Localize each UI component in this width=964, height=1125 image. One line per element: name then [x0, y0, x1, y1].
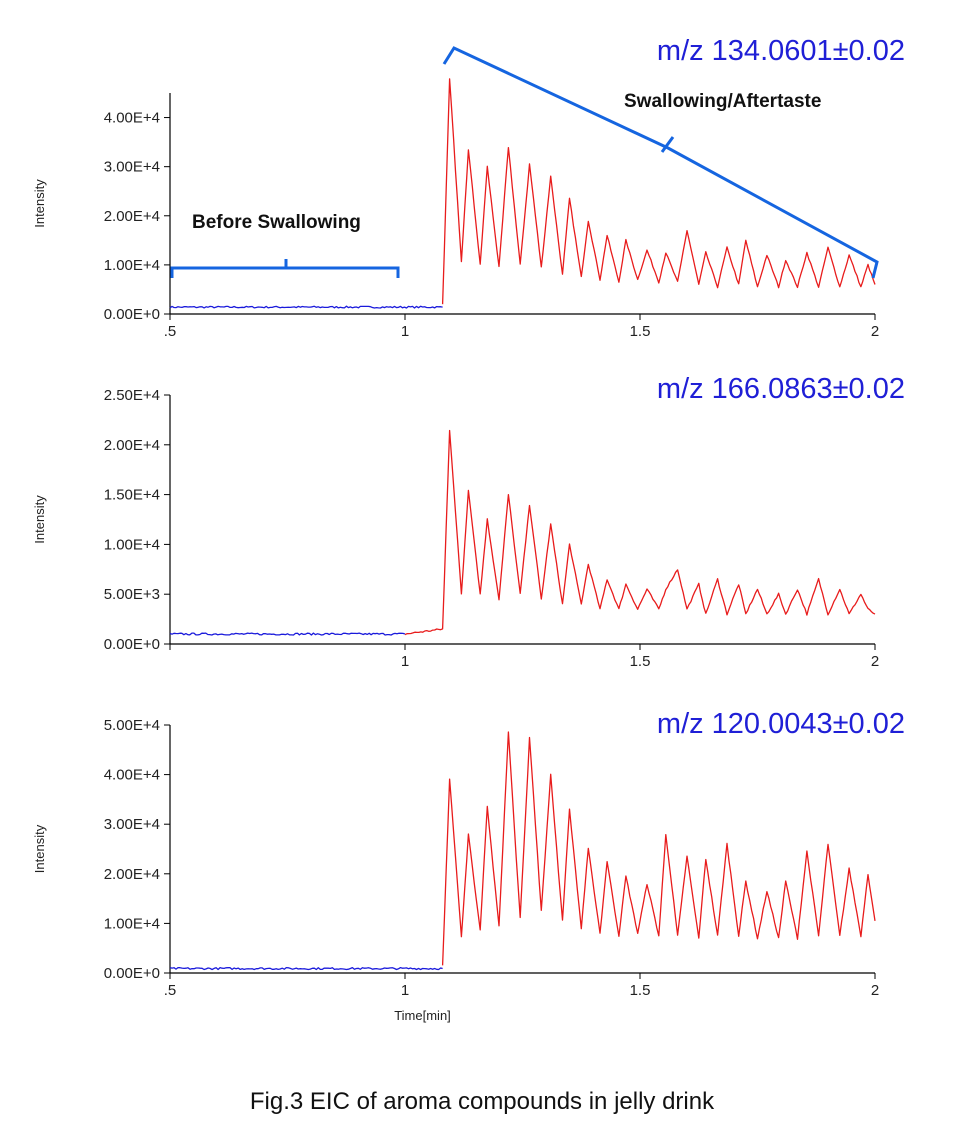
after-swallowing-trace [441, 731, 876, 966]
y-axis-label: Intensity [32, 179, 47, 228]
x-tick-label: 1.5 [630, 653, 651, 670]
x-tick-label: .5 [164, 323, 177, 340]
chart-title: m/z 134.0601±0.02 [657, 35, 905, 67]
after-swallowing-trace [441, 78, 876, 305]
chart-title: m/z 120.0043±0.02 [657, 708, 905, 740]
x-tick-label: 2 [871, 982, 879, 999]
y-tick-label: 2.50E+4 [104, 387, 160, 404]
x-tick-label: 1.5 [630, 982, 651, 999]
y-tick-label: 0.00E+0 [104, 306, 160, 323]
y-tick-label: 0.00E+0 [104, 636, 160, 653]
y-tick-label: 4.00E+4 [104, 110, 160, 127]
x-axis-label: Time[min] [394, 1008, 451, 1023]
before-swallowing-label: Before Swallowing [192, 212, 361, 233]
y-tick-label: 0.00E+0 [104, 965, 160, 982]
before-swallowing-trace [169, 966, 443, 971]
y-tick-label: 5.00E+4 [104, 717, 160, 734]
before-swallowing-bracket [170, 259, 400, 278]
y-tick-label: 2.00E+4 [104, 866, 160, 883]
y-tick-label: 2.00E+4 [104, 437, 160, 454]
before-swallowing-trace [169, 305, 443, 309]
x-tick-label: 2 [871, 323, 879, 340]
figure-caption: Fig.3 EIC of aroma compounds in jelly dr… [250, 1088, 715, 1115]
y-tick-label: 4.00E+4 [104, 767, 160, 784]
y-tick-label: 1.00E+4 [104, 536, 160, 553]
x-tick-label: 1 [401, 982, 409, 999]
x-tick-label: .5 [164, 982, 177, 999]
swallowing-aftertaste-label: Swallowing/Aftertaste [624, 91, 821, 112]
y-tick-label: 1.00E+4 [104, 257, 160, 274]
chart-title: m/z 166.0863±0.02 [657, 373, 905, 405]
x-tick-label: 1 [401, 653, 409, 670]
y-tick-label: 2.00E+4 [104, 208, 160, 225]
y-tick-label: 5.00E+3 [104, 586, 160, 603]
y-tick-label: 3.00E+4 [104, 816, 160, 833]
swallowing-aftertaste-bracket [442, 46, 879, 279]
y-tick-label: 3.00E+4 [104, 159, 160, 176]
y-axis-label: Intensity [32, 824, 47, 873]
chart-mz-120: 0.00E+0 1.00E+4 2.00E+4 3.00E+4 4.00E+4 5.00E… [32, 708, 905, 1023]
before-swallowing-trace [169, 632, 406, 636]
y-tick-label: 1.50E+4 [104, 487, 160, 504]
y-tick-label: 1.00E+4 [104, 915, 160, 932]
chart-mz-166: 0.00E+0 5.00E+3 1.00E+4 1.50E+4 2.00E+4 2.50E… [32, 373, 905, 670]
after-swallowing-trace [404, 429, 876, 636]
chart-mz-134: 0.00E+0 1.00E+4 2.00E+4 3.00E+4 4.00E+4 .5 1 1.… [32, 35, 905, 340]
x-tick-label: 1.5 [630, 323, 651, 340]
y-axis-label: Intensity [32, 495, 47, 544]
x-tick-label: 2 [871, 653, 879, 670]
x-tick-label: 1 [401, 323, 409, 340]
